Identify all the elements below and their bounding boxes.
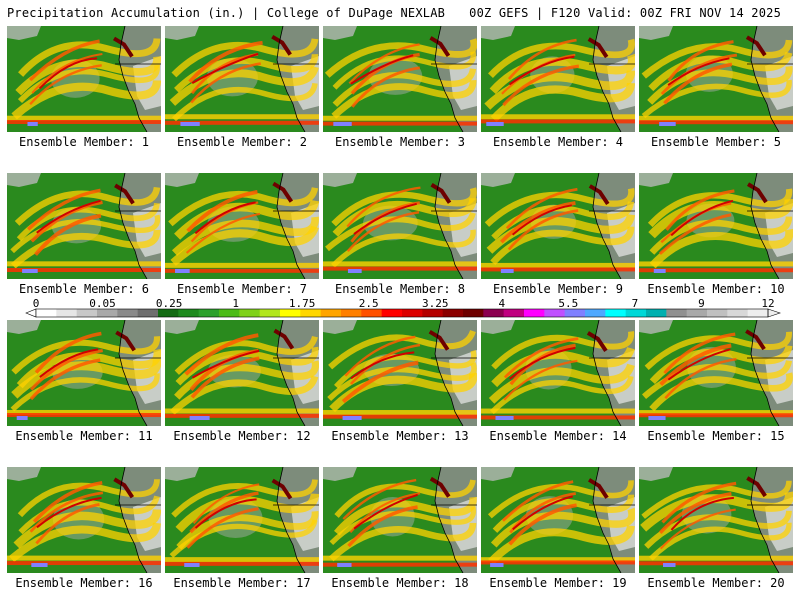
colorbar-tick-label: 5.5 <box>558 297 579 310</box>
ensemble-member-label: Ensemble Member: 6 <box>18 282 150 296</box>
colorbar-swatch <box>625 309 647 317</box>
ensemble-map-panel <box>639 173 793 279</box>
ensemble-map-panel <box>323 467 477 573</box>
ensemble-member-label: Ensemble Member: 11 <box>15 429 153 443</box>
ensemble-member-label: Ensemble Member: 20 <box>647 576 785 590</box>
colorbar-tick-label: 12 <box>761 297 775 310</box>
ensemble-member-label: Ensemble Member: 18 <box>331 576 469 590</box>
ensemble-member-label: Ensemble Member: 17 <box>173 576 311 590</box>
colorbar-swatch <box>605 309 627 317</box>
colorbar-swatch <box>422 309 444 317</box>
colorbar-tick-label: 1 <box>232 297 239 310</box>
colorbar-swatch <box>646 309 667 317</box>
colorbar-swatch <box>381 309 403 317</box>
colorbar-swatch <box>463 309 484 317</box>
run-valid-time: 00Z GEFS | F120 Valid: 00Z FRI NOV 14 20… <box>469 6 781 20</box>
colorbar-tick-label: 7 <box>631 297 639 310</box>
ensemble-member-label: Ensemble Member: 2 <box>176 135 308 149</box>
ensemble-map-panel <box>481 26 635 132</box>
ensemble-map-panel <box>165 320 319 426</box>
ensemble-map-panel <box>165 467 319 573</box>
colorbar-swatch <box>564 309 586 317</box>
ensemble-map-panel <box>481 467 635 573</box>
ensemble-map-panel <box>481 320 635 426</box>
colorbar-swatch <box>36 309 57 317</box>
ensemble-member-label: Ensemble Member: 4 <box>492 135 624 149</box>
colorbar-swatch <box>219 309 240 317</box>
colorbar-swatch <box>320 309 342 317</box>
ensemble-member-label: Ensemble Member: 19 <box>489 576 627 590</box>
colorbar-swatch <box>341 309 362 317</box>
colorbar-swatch <box>707 309 728 317</box>
colorbar-swatch <box>503 309 525 317</box>
ensemble-member-label: Ensemble Member: 3 <box>334 135 466 149</box>
colorbar-swatch <box>178 309 200 317</box>
ensemble-member-label: Ensemble Member: 8 <box>334 282 466 296</box>
colorbar-tick-label: 0.05 <box>89 297 116 310</box>
colorbar-swatch <box>585 309 606 317</box>
colorbar-swatch <box>137 309 159 317</box>
colorbar-tick-label: 2.5 <box>358 297 379 310</box>
ensemble-map-panel <box>639 467 793 573</box>
colorbar-swatch <box>686 309 708 317</box>
ensemble-member-label: Ensemble Member: 1 <box>18 135 150 149</box>
ensemble-member-label: Ensemble Member: 7 <box>176 282 308 296</box>
colorbar-tick-label: 1.75 <box>288 297 316 310</box>
colorbar-swatch <box>544 309 566 317</box>
colorbar-tick-label: 0.25 <box>155 297 183 310</box>
colorbar-left-arrow <box>25 308 37 318</box>
colorbar-swatch <box>280 309 301 317</box>
colorbar-swatch <box>361 309 383 317</box>
ensemble-map-panel <box>323 26 477 132</box>
colorbar-swatch <box>158 309 179 317</box>
ensemble-map-panel <box>323 320 477 426</box>
colorbar-swatch <box>117 309 139 317</box>
colorbar-swatch <box>97 309 118 317</box>
colorbar-swatch <box>259 309 281 317</box>
ensemble-member-label: Ensemble Member: 14 <box>489 429 627 443</box>
colorbar-swatch <box>727 309 749 317</box>
colorbar-swatch <box>666 309 688 317</box>
colorbar-swatch <box>300 309 322 317</box>
ensemble-map-panel <box>481 173 635 279</box>
colorbar-tick-label: 9 <box>698 297 705 310</box>
ensemble-member-label: Ensemble Member: 10 <box>647 282 785 296</box>
ensemble-map-panel <box>639 26 793 132</box>
ensemble-member-label: Ensemble Member: 16 <box>15 576 153 590</box>
ensemble-map-panel <box>7 320 161 426</box>
product-title: Precipitation Accumulation (in.) | Colle… <box>7 6 446 20</box>
ensemble-member-label: Ensemble Member: 15 <box>647 429 785 443</box>
ensemble-map-panel <box>639 320 793 426</box>
colorbar-tick-label: 0 <box>32 297 40 310</box>
colorbar-swatch <box>442 309 464 317</box>
colorbar-swatch <box>239 309 261 317</box>
ensemble-map-panel <box>7 26 161 132</box>
colorbar-swatch <box>76 309 98 317</box>
colorbar-swatch <box>747 309 769 317</box>
colorbar-swatch <box>402 309 423 317</box>
colorbar-tick-label: 3.25 <box>422 297 449 310</box>
colorbar-swatch <box>198 309 220 317</box>
ensemble-map-panel <box>323 173 477 279</box>
colorbar-swatch <box>524 309 545 317</box>
ensemble-map-panel <box>165 173 319 279</box>
ensemble-member-label: Ensemble Member: 5 <box>650 135 782 149</box>
colorbar-right-arrow <box>767 308 781 318</box>
colorbar-tick-label: 4 <box>498 297 506 310</box>
ensemble-member-label: Ensemble Member: 12 <box>173 429 311 443</box>
colorbar-swatch <box>56 309 78 317</box>
ensemble-map-panel <box>7 173 161 279</box>
colorbar-swatch <box>483 309 505 317</box>
ensemble-member-label: Ensemble Member: 13 <box>331 429 469 443</box>
ensemble-member-label: Ensemble Member: 9 <box>492 282 624 296</box>
precip-colorbar <box>25 308 781 318</box>
ensemble-map-panel <box>7 467 161 573</box>
ensemble-map-panel <box>165 26 319 132</box>
